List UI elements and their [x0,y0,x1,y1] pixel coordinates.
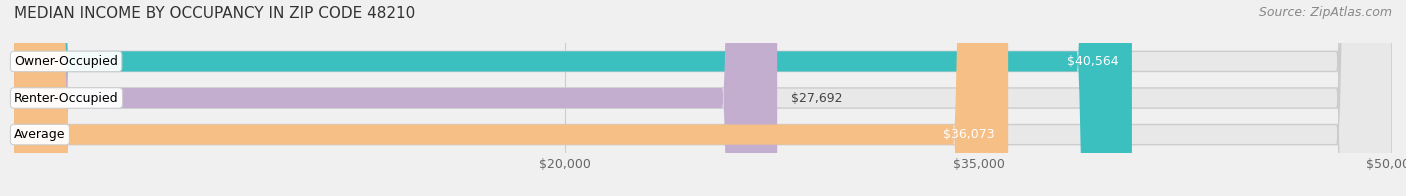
Text: $27,692: $27,692 [792,92,842,104]
FancyBboxPatch shape [14,0,1392,196]
Text: $36,073: $36,073 [943,128,994,141]
Text: Source: ZipAtlas.com: Source: ZipAtlas.com [1258,6,1392,19]
Text: MEDIAN INCOME BY OCCUPANCY IN ZIP CODE 48210: MEDIAN INCOME BY OCCUPANCY IN ZIP CODE 4… [14,6,415,21]
Text: Renter-Occupied: Renter-Occupied [14,92,120,104]
FancyBboxPatch shape [14,0,1132,196]
FancyBboxPatch shape [14,0,1008,196]
FancyBboxPatch shape [14,0,1392,196]
Text: Average: Average [14,128,66,141]
Text: $40,564: $40,564 [1067,55,1118,68]
FancyBboxPatch shape [14,0,1392,196]
Text: Owner-Occupied: Owner-Occupied [14,55,118,68]
FancyBboxPatch shape [14,0,778,196]
